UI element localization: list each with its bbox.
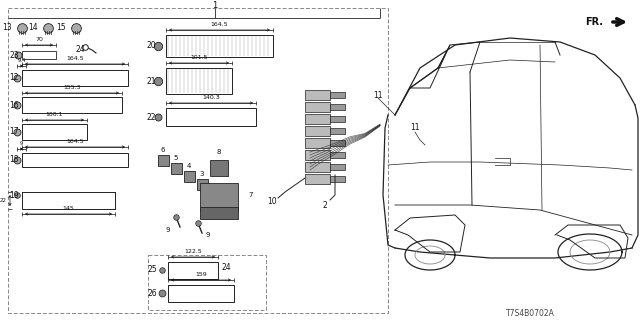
- Bar: [330, 104, 345, 110]
- Bar: [158, 155, 169, 166]
- Bar: [22, 97, 122, 113]
- Text: 15: 15: [56, 23, 66, 33]
- Text: 13: 13: [3, 23, 12, 33]
- Bar: [168, 262, 218, 279]
- Bar: [22, 51, 56, 59]
- Bar: [171, 163, 182, 174]
- Bar: [305, 126, 330, 136]
- Bar: [166, 35, 273, 57]
- Text: 16: 16: [9, 100, 19, 109]
- Text: 4: 4: [187, 163, 191, 169]
- Text: 145: 145: [63, 206, 74, 211]
- Bar: [330, 128, 345, 134]
- Bar: [305, 114, 330, 124]
- Text: 9: 9: [205, 232, 211, 238]
- Text: 19: 19: [9, 190, 19, 199]
- Bar: [330, 140, 345, 146]
- Text: 70: 70: [35, 37, 43, 42]
- Bar: [166, 68, 232, 94]
- Text: 23: 23: [9, 51, 19, 60]
- Text: 9: 9: [166, 227, 170, 233]
- Text: 101.5: 101.5: [190, 55, 208, 60]
- Text: 24: 24: [222, 263, 232, 273]
- Bar: [200, 207, 238, 219]
- Text: 10: 10: [267, 197, 277, 206]
- Text: 14: 14: [28, 23, 38, 33]
- Bar: [200, 183, 238, 211]
- Text: 11: 11: [410, 124, 420, 132]
- Text: 11: 11: [373, 91, 383, 100]
- Text: FR.: FR.: [585, 17, 603, 27]
- Text: 155.3: 155.3: [63, 85, 81, 90]
- Text: 24: 24: [75, 45, 84, 54]
- Text: 25: 25: [147, 266, 157, 275]
- Text: 8: 8: [217, 149, 221, 155]
- Text: 26: 26: [147, 289, 157, 298]
- Bar: [305, 174, 330, 184]
- Text: 2: 2: [323, 201, 328, 210]
- Text: 6: 6: [161, 147, 165, 153]
- Bar: [305, 138, 330, 148]
- Bar: [330, 176, 345, 182]
- Text: 140.3: 140.3: [202, 95, 220, 100]
- Bar: [305, 90, 330, 100]
- Bar: [148, 255, 266, 310]
- Bar: [330, 92, 345, 98]
- Text: 164.5: 164.5: [66, 139, 84, 144]
- Text: 9: 9: [20, 141, 23, 146]
- Bar: [330, 116, 345, 122]
- Text: 159: 159: [195, 272, 207, 277]
- Text: 164.5: 164.5: [211, 22, 228, 27]
- Bar: [330, 152, 345, 158]
- Text: 1: 1: [212, 1, 218, 10]
- Text: 18: 18: [9, 156, 19, 164]
- Bar: [22, 70, 128, 86]
- Bar: [22, 153, 128, 167]
- Text: 21: 21: [147, 76, 156, 85]
- Text: 3: 3: [200, 171, 204, 177]
- Bar: [210, 160, 228, 176]
- Bar: [168, 285, 234, 302]
- Bar: [184, 171, 195, 182]
- Text: 22: 22: [147, 113, 156, 122]
- Text: 5: 5: [174, 155, 178, 161]
- Text: 122.5: 122.5: [184, 249, 202, 254]
- Bar: [330, 164, 345, 170]
- Text: T7S4B0702A: T7S4B0702A: [506, 308, 554, 317]
- Text: 22: 22: [0, 198, 7, 203]
- Text: 12: 12: [9, 74, 19, 83]
- Bar: [8, 8, 388, 313]
- Text: 7: 7: [248, 192, 253, 198]
- Bar: [197, 179, 208, 190]
- Text: 17: 17: [9, 127, 19, 137]
- Bar: [305, 102, 330, 112]
- Text: 9.4: 9.4: [17, 58, 26, 63]
- Text: 100.1: 100.1: [45, 112, 63, 117]
- Bar: [305, 150, 330, 160]
- Bar: [22, 124, 87, 140]
- Bar: [166, 108, 256, 126]
- Bar: [305, 162, 330, 172]
- Text: 20: 20: [147, 42, 156, 51]
- Text: 164.5: 164.5: [66, 56, 84, 61]
